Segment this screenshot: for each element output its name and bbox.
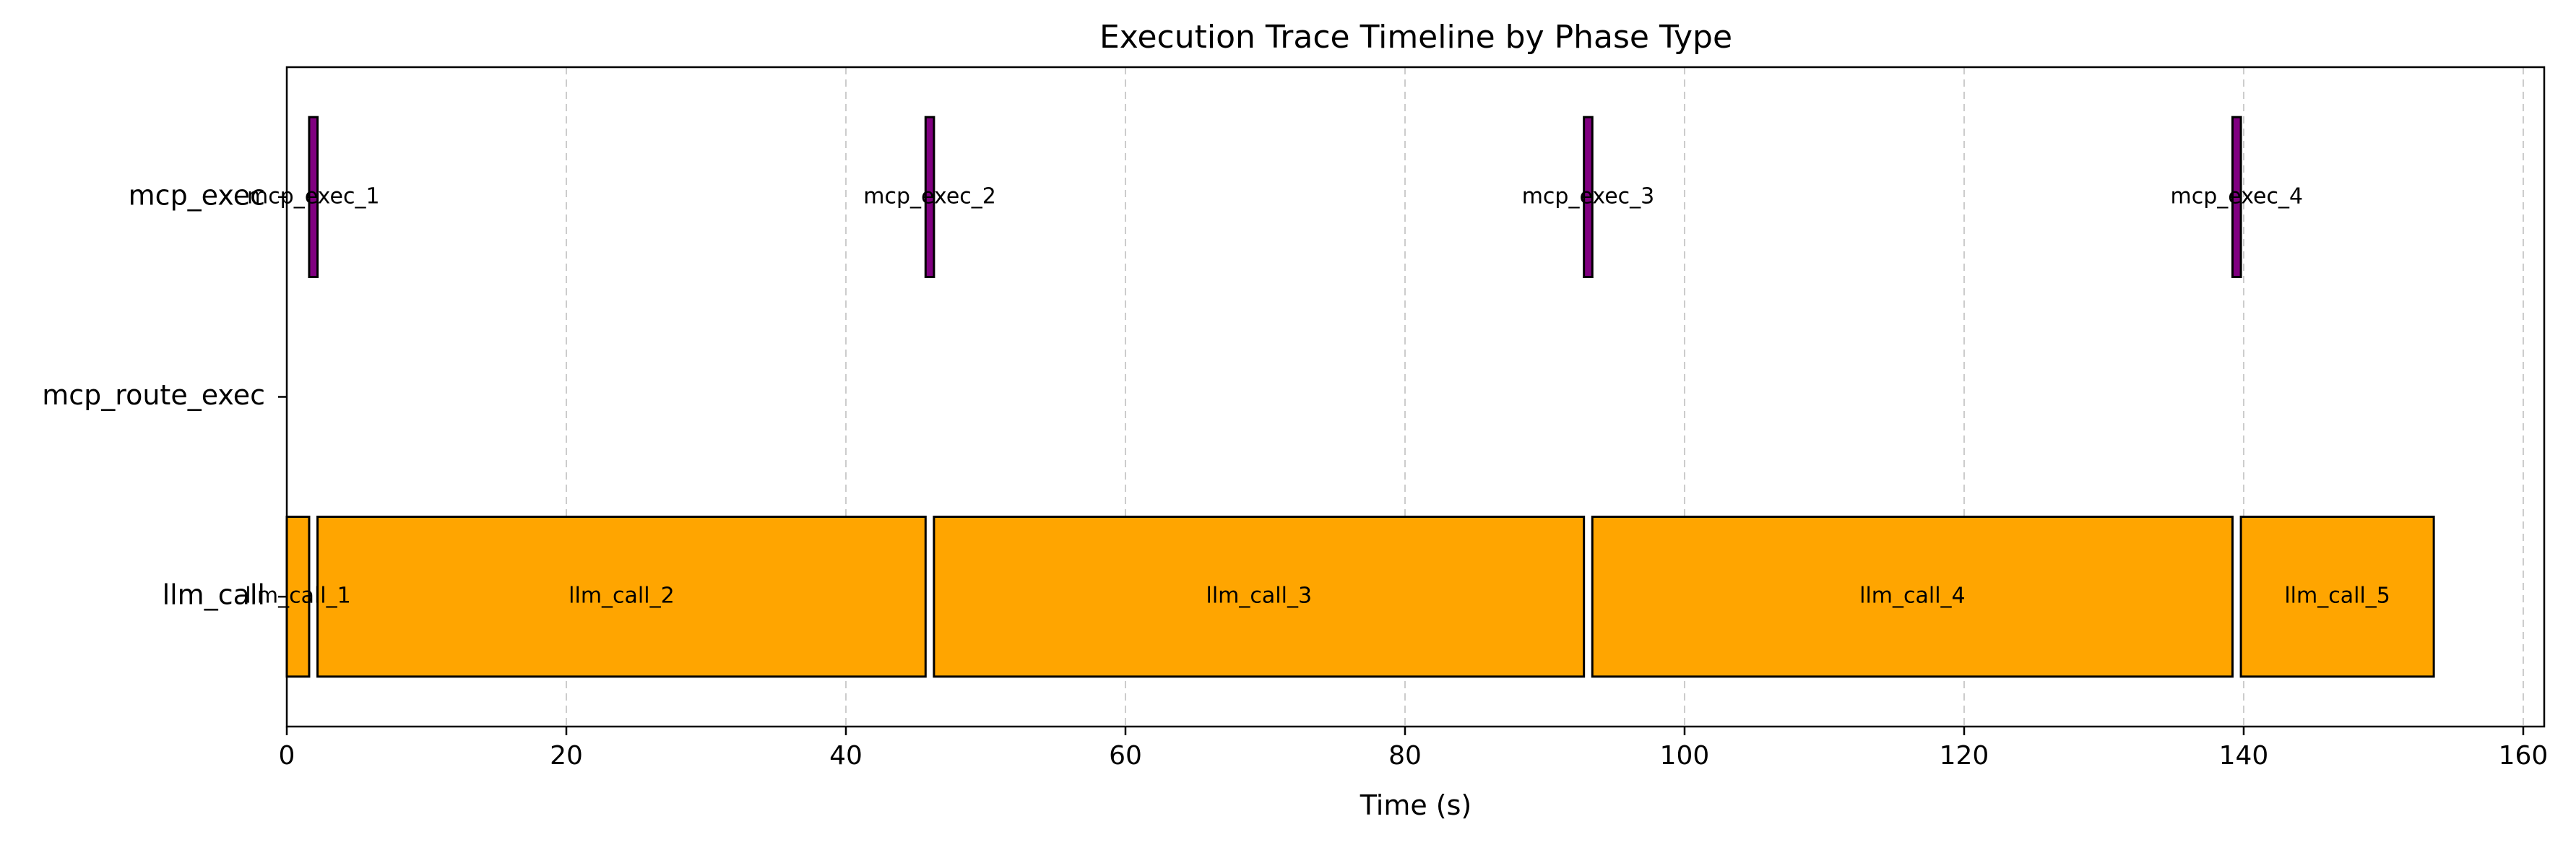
- bar-label: mcp_exec_4: [2171, 183, 2304, 209]
- bar-label: llm_call_1: [245, 584, 351, 609]
- bar-label: llm_call_2: [569, 584, 675, 609]
- bar-labels-layer: llm_call_1 llm_call_2 llm_call_3 llm_call_4…: [245, 183, 2390, 608]
- x-tick-label: 120: [1940, 741, 1989, 771]
- x-tick-label: 140: [2219, 741, 2269, 771]
- bar-label: llm_call_3: [1206, 584, 1313, 609]
- y-tick-label: mcp_route_exec: [42, 379, 265, 411]
- x-tick-label: 60: [1109, 741, 1142, 771]
- x-tick-label: 100: [1660, 741, 1710, 771]
- timeline-bar: [933, 516, 1586, 678]
- timeline-bar: [924, 116, 935, 278]
- x-axis-label: Time (s): [1360, 789, 1472, 821]
- x-tick-label: 40: [829, 741, 863, 771]
- bar-label: mcp_exec_1: [247, 183, 380, 209]
- x-axis: 0 20 40 60 80 100 120 140 160: [279, 727, 2549, 771]
- x-tick-label: 20: [550, 741, 583, 771]
- bar-label: mcp_exec_2: [863, 183, 996, 209]
- timeline-bar: [1583, 116, 1594, 278]
- y-axis: mcp_exec mcp_route_exec llm_call: [42, 179, 287, 611]
- timeline-bar: [308, 116, 319, 278]
- y-tick-label: llm_call: [163, 579, 265, 611]
- bar-label: mcp_exec_3: [1522, 183, 1655, 209]
- bar-label: llm_call_5: [2284, 584, 2390, 609]
- bars-layer: [285, 116, 2435, 678]
- timeline-bar: [2231, 116, 2242, 278]
- bar-label: llm_call_4: [1859, 584, 1966, 609]
- y-tick-label: mcp_exec: [129, 179, 265, 211]
- x-tick-label: 160: [2499, 741, 2549, 771]
- chart-title: Execution Trace Timeline by Phase Type: [1099, 19, 1732, 56]
- timeline-bar: [316, 516, 927, 678]
- timeline-bar: [1591, 516, 2234, 678]
- x-tick-label: 0: [279, 741, 295, 771]
- x-tick-label: 80: [1388, 741, 1422, 771]
- timeline-bar: [2239, 516, 2435, 678]
